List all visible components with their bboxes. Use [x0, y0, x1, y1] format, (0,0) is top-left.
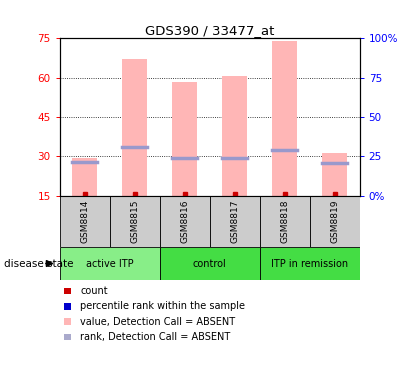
- Text: percentile rank within the sample: percentile rank within the sample: [80, 301, 245, 311]
- Bar: [60, 196, 110, 247]
- Text: value, Detection Call = ABSENT: value, Detection Call = ABSENT: [80, 317, 235, 327]
- Bar: [64, 318, 71, 325]
- Bar: [222, 76, 247, 196]
- Bar: [159, 247, 260, 280]
- Text: GSM8819: GSM8819: [330, 200, 339, 243]
- Text: GSM8817: GSM8817: [230, 200, 239, 243]
- Bar: [72, 158, 97, 196]
- Text: active ITP: active ITP: [86, 258, 134, 269]
- Bar: [122, 59, 147, 196]
- Bar: [210, 196, 260, 247]
- Bar: [322, 153, 347, 196]
- Text: disease state: disease state: [4, 258, 74, 269]
- Title: GDS390 / 33477_at: GDS390 / 33477_at: [145, 24, 274, 37]
- Text: count: count: [80, 286, 108, 296]
- Bar: [159, 196, 210, 247]
- Bar: [309, 196, 360, 247]
- Bar: [64, 303, 71, 310]
- Text: GSM8815: GSM8815: [130, 200, 139, 243]
- Text: GSM8818: GSM8818: [280, 200, 289, 243]
- Bar: [260, 196, 309, 247]
- Text: ITP in remission: ITP in remission: [271, 258, 348, 269]
- Bar: [110, 196, 159, 247]
- Bar: [172, 82, 197, 196]
- Bar: [60, 247, 159, 280]
- Bar: [272, 41, 297, 196]
- Bar: [260, 247, 360, 280]
- Text: rank, Detection Call = ABSENT: rank, Detection Call = ABSENT: [80, 332, 231, 342]
- Bar: [64, 334, 71, 340]
- Text: GSM8816: GSM8816: [180, 200, 189, 243]
- Bar: [64, 288, 71, 294]
- Text: control: control: [193, 258, 226, 269]
- Text: GSM8814: GSM8814: [80, 200, 89, 243]
